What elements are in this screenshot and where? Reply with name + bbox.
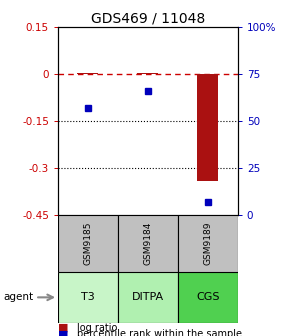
Text: CGS: CGS [196, 292, 220, 302]
Bar [178, 215, 238, 272]
Text: percentile rank within the sample: percentile rank within the sample [77, 329, 242, 336]
Text: ■: ■ [58, 323, 72, 333]
Text: T3: T3 [81, 292, 95, 302]
Text: DITPA: DITPA [132, 292, 164, 302]
Text: GSM9184: GSM9184 [143, 222, 153, 265]
Text: GSM9185: GSM9185 [84, 222, 93, 265]
Bar [137, 73, 158, 74]
Text: agent: agent [3, 292, 33, 302]
Bar [77, 73, 98, 74]
Bar [58, 272, 118, 323]
Bar [58, 215, 118, 272]
Text: log ratio: log ratio [77, 323, 117, 333]
Bar [118, 272, 178, 323]
Text: ■: ■ [58, 329, 72, 336]
Title: GDS469 / 11048: GDS469 / 11048 [91, 12, 205, 26]
Text: GSM9189: GSM9189 [203, 222, 212, 265]
Bar [197, 74, 218, 180]
Bar [178, 272, 238, 323]
Bar [118, 215, 178, 272]
